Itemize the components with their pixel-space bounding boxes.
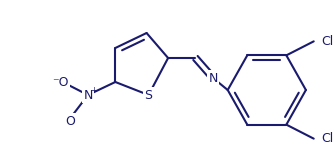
- Text: +: +: [90, 85, 97, 95]
- Text: N: N: [83, 89, 93, 101]
- Text: Cl: Cl: [322, 35, 334, 48]
- Text: Cl: Cl: [322, 132, 334, 145]
- Text: O: O: [65, 115, 75, 128]
- Text: ⁻O: ⁻O: [52, 75, 69, 89]
- Text: S: S: [144, 89, 152, 101]
- Text: N: N: [208, 71, 218, 85]
